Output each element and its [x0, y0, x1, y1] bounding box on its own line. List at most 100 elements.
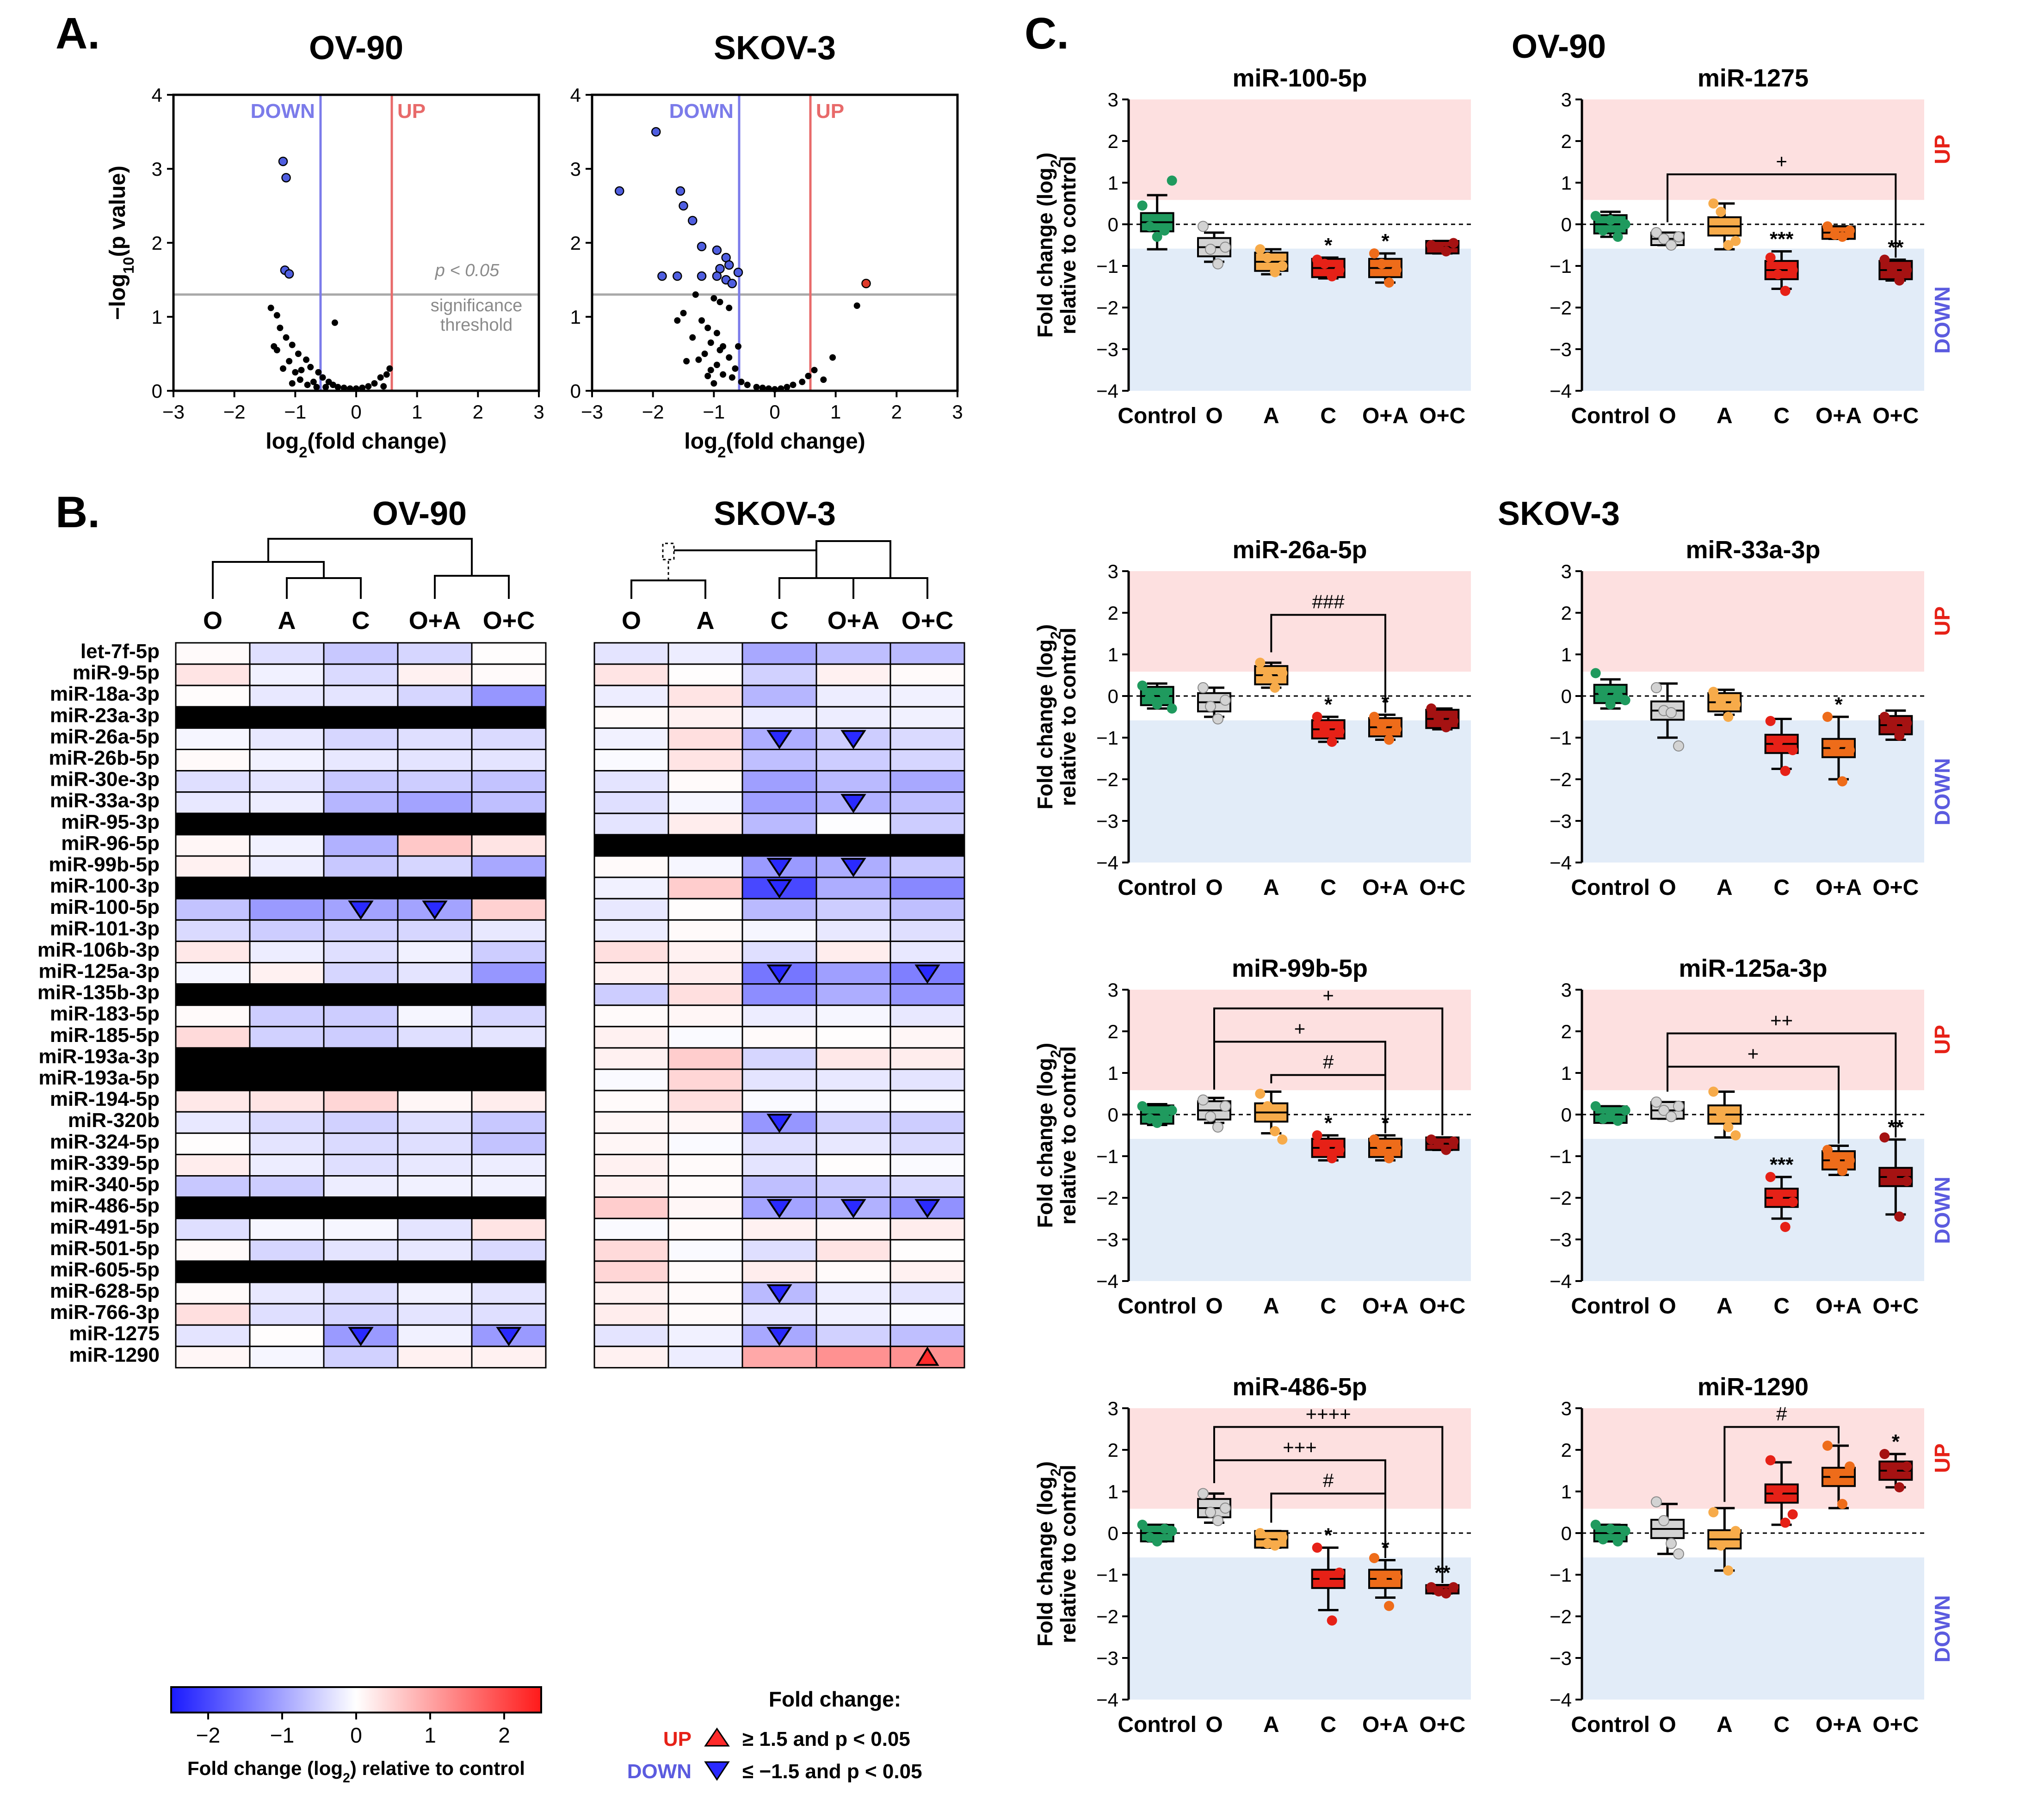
heatmap-cell — [593, 1175, 669, 1198]
heatmap-cell — [741, 919, 817, 942]
colorbar-tick-label: −2 — [196, 1723, 220, 1747]
category-label: C — [1320, 875, 1336, 900]
heatmap-cell — [397, 1111, 473, 1134]
heatmap-cell — [593, 791, 669, 814]
y-axis-label-1: Fold change (log2) — [1033, 153, 1064, 338]
mirna-label: miR-26b-5p — [49, 747, 160, 770]
mirna-label: miR-1290 — [69, 1343, 160, 1366]
data-point — [1708, 1086, 1719, 1097]
heatmap-cell — [593, 1324, 669, 1347]
y-tick-label: −1 — [1096, 255, 1118, 277]
data-point — [1327, 737, 1337, 747]
heatmap-cell — [323, 1303, 399, 1326]
down-band — [1129, 248, 1471, 391]
y-tick-label: 1 — [1561, 1062, 1572, 1084]
data-point — [1723, 1565, 1734, 1576]
y-tick-label: 1 — [152, 306, 162, 328]
heatmap-cell — [889, 684, 965, 708]
data-point — [1894, 1482, 1905, 1492]
mirna-label: miR-194-5p — [50, 1088, 160, 1110]
heatmap-cell — [397, 1175, 473, 1198]
data-point — [1651, 1496, 1662, 1508]
significance-mark: * — [1324, 1112, 1333, 1134]
volcano-point — [713, 330, 720, 337]
y-tick-label: −2 — [1550, 297, 1572, 319]
data-point — [1658, 1515, 1669, 1526]
y-tick-label: −1 — [1550, 255, 1572, 277]
data-point — [1426, 1582, 1437, 1592]
data-point — [1673, 1101, 1684, 1112]
data-point — [1144, 221, 1155, 232]
data-point — [1666, 240, 1677, 251]
y-tick-label: −4 — [1096, 380, 1118, 402]
y-tick-label: 0 — [1108, 214, 1118, 235]
comparison-bracket — [1213, 1426, 1444, 1583]
heatmap-cell — [471, 1175, 547, 1198]
up-marker — [915, 1346, 939, 1366]
heatmap-cell — [889, 876, 965, 900]
heatmap-cell — [741, 1026, 817, 1049]
data-point — [1879, 254, 1890, 265]
category-label: O+C — [1419, 404, 1465, 428]
down-band — [1129, 720, 1471, 863]
heatmap-cell — [471, 1239, 547, 1262]
down-marker — [840, 858, 866, 877]
heatmap-cell — [667, 749, 743, 772]
heatmap-cell — [741, 1090, 817, 1113]
data-point — [1448, 1136, 1459, 1147]
volcano-point — [726, 304, 733, 311]
data-point — [1205, 1507, 1216, 1518]
down-band — [1582, 1139, 1924, 1281]
volcano-point-down — [651, 127, 661, 137]
category-label: C — [1773, 1713, 1790, 1737]
heatmap-cell — [889, 1090, 965, 1113]
heatmap-cell — [741, 940, 817, 964]
mirna-label: miR-23a-3p — [50, 704, 160, 727]
category-label: O — [1659, 1713, 1676, 1737]
heatmap-cell — [741, 898, 817, 921]
comparison-bracket — [1270, 614, 1386, 713]
data-point — [1894, 275, 1905, 286]
data-point — [1887, 1466, 1897, 1476]
data-point — [1772, 737, 1783, 747]
data-point — [1212, 1515, 1223, 1526]
mirna-label: miR-100-3p — [50, 875, 160, 897]
data-point — [1590, 211, 1601, 221]
heatmap-cell — [593, 1026, 669, 1049]
data-point — [1152, 1118, 1162, 1128]
volcano-point — [701, 351, 708, 357]
data-point — [1198, 1488, 1209, 1499]
y-tick-label: 3 — [1108, 979, 1118, 1001]
heatmap-cell — [815, 1132, 891, 1155]
volcano-title: SKOV-3 — [714, 30, 836, 67]
heatmap-cell — [323, 1218, 399, 1241]
data-point — [1152, 699, 1162, 709]
y-tick-label: 1 — [1561, 1481, 1572, 1503]
heatmap-cell — [889, 898, 965, 921]
volcano-point — [710, 380, 717, 387]
scatter-skov3_mir486: miR-486-5p −4 −3 −2 −1 0 1 2 3 Fold change (log2)… — [1033, 1373, 1471, 1737]
y-tick-label: 3 — [1561, 979, 1572, 1001]
heatmap-cell — [741, 1239, 817, 1262]
side-down-label: DOWN — [1930, 1177, 1954, 1244]
heatmap-column-label: O+C — [902, 607, 954, 635]
heatmap-cell — [815, 1047, 891, 1070]
colorbar-tick-label: 0 — [350, 1723, 362, 1747]
volcano-point-down — [615, 186, 624, 196]
heatmap-cell — [323, 642, 399, 665]
heatmap-heatmap_ov90: OV-90 O A C O+A O+C — [175, 495, 547, 1368]
data-point — [1837, 232, 1847, 242]
volcano-point — [286, 358, 293, 364]
heatmap-cell — [249, 1303, 325, 1326]
volcano-point — [695, 356, 702, 363]
data-point — [1830, 1470, 1840, 1480]
dendrogram-branch — [778, 577, 890, 599]
heatmap-cell — [175, 1282, 251, 1305]
side-up-label: UP — [1930, 135, 1954, 164]
data-point — [1894, 1211, 1905, 1222]
y-tick-label: −1 — [1096, 727, 1118, 749]
heatmap-cell — [593, 1303, 669, 1326]
bracket-label: # — [1776, 1403, 1787, 1425]
x-tick-label: −2 — [223, 401, 246, 423]
heatmap-cell — [175, 1239, 251, 1262]
